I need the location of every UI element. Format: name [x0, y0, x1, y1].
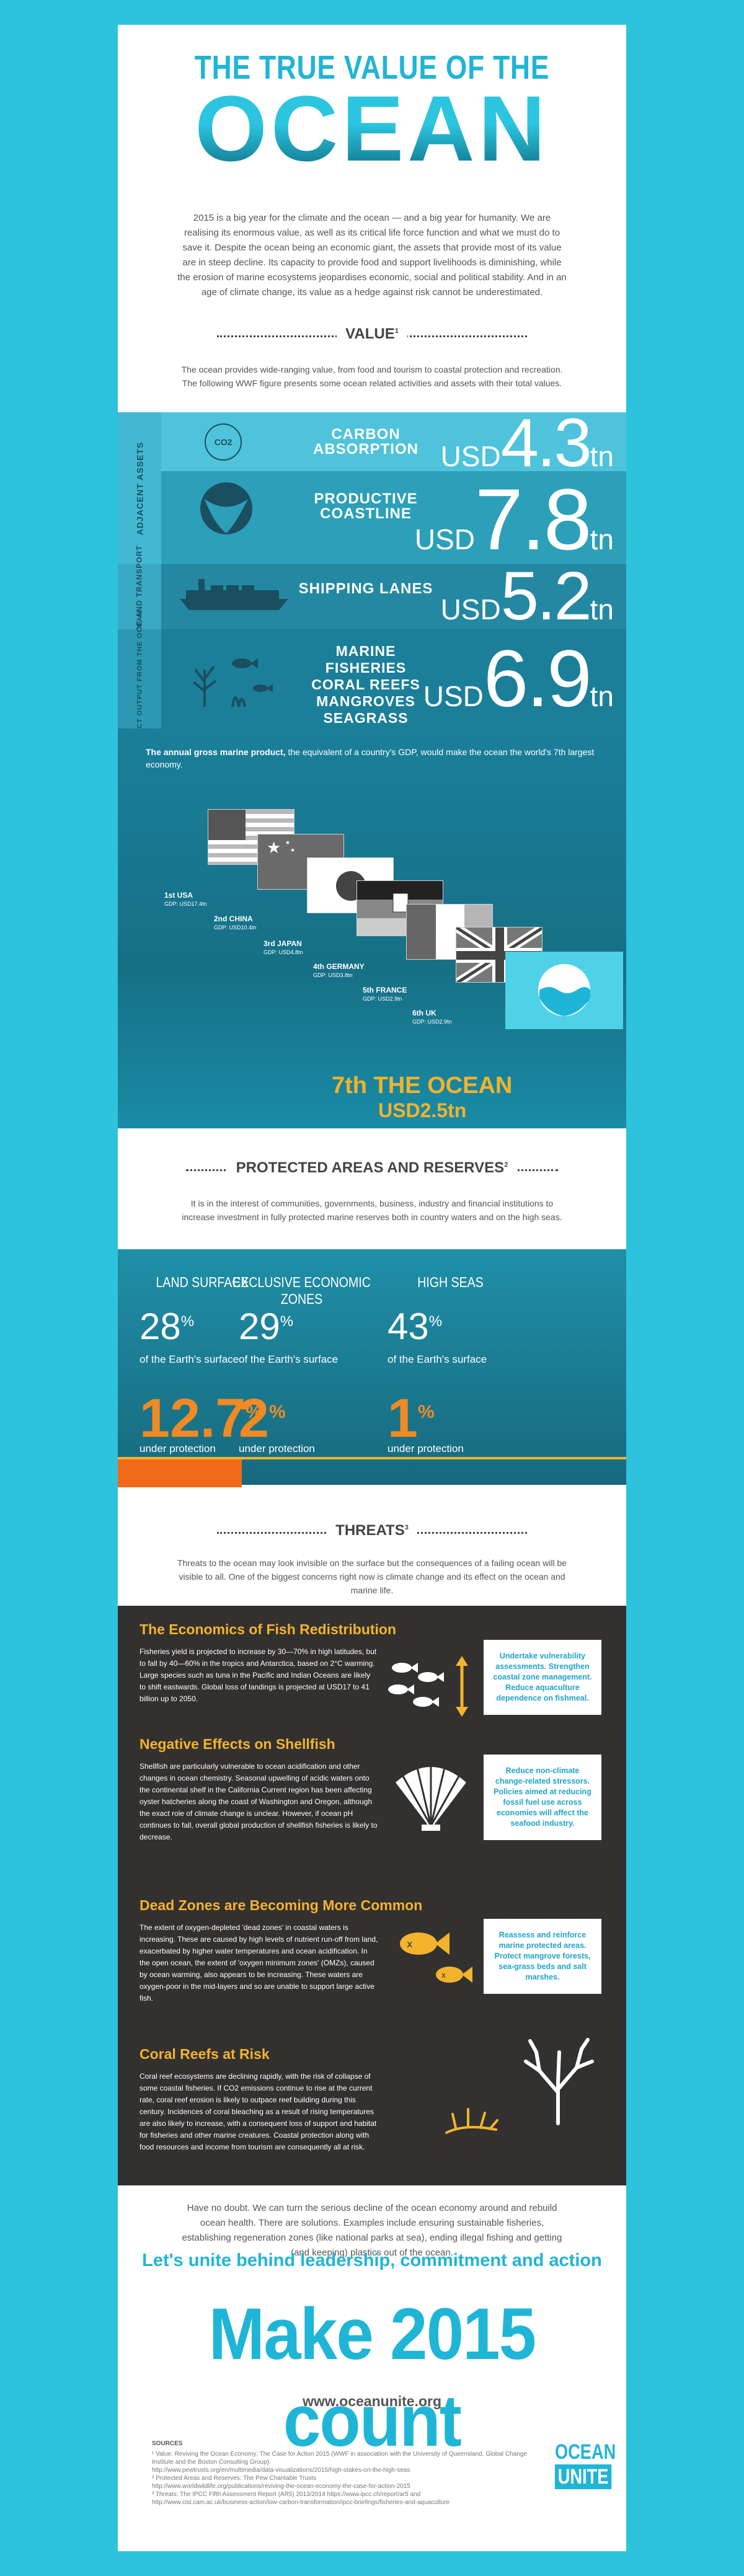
- threats-panel: The Economics of Fish Redistribution Fis…: [118, 1606, 626, 2185]
- gmp-section: The annual gross marine product, the equ…: [118, 728, 626, 1128]
- infographic-card: THE TRUE VALUE OF THE OCEAN 2015 is a bi…: [118, 25, 626, 2551]
- call-to-action: Let's unite behind leadership, commitmen…: [142, 2251, 602, 2270]
- website-link[interactable]: www.oceanunite.org: [302, 2393, 442, 2409]
- caption-japan: 3rd JAPAN GDP: USD4.8tn: [264, 939, 303, 955]
- svg-text:★: ★: [285, 840, 290, 846]
- side-label-adjacent: ADJACENT ASSETS: [118, 412, 161, 564]
- svg-text:x: x: [407, 1938, 412, 1950]
- protected-col-highseas: HIGH SEAS 43% of the Earth's surface 1% …: [388, 1274, 487, 1454]
- threat-heading-shellfish: Negative Effects on Shellfish: [140, 1736, 335, 1752]
- source-link[interactable]: http://www.pewtrusts.org/en/multimedia/d…: [152, 2467, 410, 2474]
- fish-school-icon: [388, 1656, 468, 1717]
- shipping-value: USD5.2tn: [440, 558, 614, 634]
- svg-text:★: ★: [267, 839, 281, 857]
- threat-heading-coral: Coral Reefs at Risk: [140, 2046, 270, 2062]
- flag-ocean: [505, 952, 623, 1029]
- ocean-gdp: USD2.5tn: [378, 1099, 467, 1122]
- threats-footnote: 3: [404, 1524, 409, 1531]
- threat-body-deadzones: The extent of oxygen-depleted 'dead zone…: [140, 1923, 378, 2003]
- closing-text: Have no doubt. We can turn the serious d…: [182, 2203, 562, 2258]
- threat-body-coral: Coral reef ecosystems are declining rapi…: [140, 2072, 377, 2151]
- source-line: ¹ Value: Reviving the Ocean Economy: The…: [152, 2451, 527, 2466]
- shell-icon: [396, 1763, 466, 1831]
- caption-france: 5th FRANCE GDP: USD2.9tn: [363, 986, 407, 1002]
- band-adjacent-assets: ADJACENT ASSETS CO2 CARBON ABSORPTION US…: [118, 405, 626, 568]
- intro-text: 2015 is a big year for the climate and t…: [177, 213, 567, 298]
- sources: SOURCES ¹ Value: Reviving the Ocean Econ…: [152, 2440, 542, 2507]
- threat-body-shellfish: Shellfish are particularly vulnerable to…: [140, 1762, 378, 1841]
- fisheries-value: USD6.9tn: [423, 633, 614, 724]
- caption-uk: 6th UK GDP: USD2.9tn: [412, 1009, 452, 1025]
- ship-icon: [180, 579, 288, 610]
- protected-title: PROTECTED AREAS AND RESERVES: [236, 1159, 505, 1176]
- carbon-value: USD4.3tn: [440, 405, 614, 481]
- source-line: ² Protected Areas and Reserves: The Pew …: [152, 2475, 316, 2482]
- make-2015-count: Make 2015 count: [208, 2293, 537, 2462]
- svg-text:★: ★: [290, 848, 295, 854]
- fisheries-label: MARINE FISHERIES CORAL REEFS MANGROVES S…: [311, 643, 420, 726]
- value-footnote: 1: [394, 327, 399, 335]
- threats-title: THREATS: [335, 1522, 405, 1539]
- value-section-title: VALUE1: [118, 325, 626, 343]
- protected-panel: LAND SURFACE 28% of the Earth's surface …: [118, 1249, 626, 1487]
- svg-text:x: x: [441, 1971, 446, 1980]
- caption-china: 2nd CHINA GDP: USD10.4tn: [214, 914, 257, 931]
- co2-icon: CO2: [205, 423, 242, 461]
- side-label-direct: DIRECT OUTPUT FROM THE OCEAN: [118, 611, 161, 747]
- title-top: THE TRUE VALUE OF THE: [194, 49, 550, 86]
- sources-title: SOURCES: [152, 2440, 183, 2447]
- source-link[interactable]: http://www.cisl.cam.ac.uk/business-actio…: [152, 2499, 450, 2506]
- protected-text: It is in the interest of communities, go…: [182, 1198, 562, 1222]
- title-main: OCEAN: [118, 82, 626, 175]
- protected-footnote: 2: [504, 1161, 508, 1169]
- solution-box-shellfish: Reduce non-climate change-related stress…: [484, 1755, 601, 1840]
- value-title: VALUE: [345, 325, 395, 342]
- source-link[interactable]: http://www.worldwildlife.org/publication…: [152, 2483, 410, 2490]
- coral-icon: [445, 2108, 498, 2134]
- solution-box-fish: Undertake vulnerability assessments. Str…: [484, 1640, 601, 1715]
- marine-life-icon: [192, 658, 273, 707]
- side-label-trade: TRADE AND TRANSPORT: [118, 545, 161, 648]
- protected-section-title: PROTECTED AREAS AND RESERVES2: [118, 1159, 626, 1177]
- threat-heading-fish: The Economics of Fish Redistribution: [140, 1621, 397, 1637]
- caption-germany: 4th GERMANY GDP: USD3.8tn: [313, 962, 365, 978]
- ocean-rank: 7th THE OCEAN: [332, 1073, 513, 1099]
- dead-fish-icon: x x: [400, 1932, 472, 1983]
- threats-text: Threats to the ocean may look invisible …: [177, 1558, 567, 1595]
- ocean-unite-logo: OCEAN UNITE: [555, 2440, 616, 2489]
- coastline-value: USD7.8tn: [414, 471, 614, 568]
- carbon-label: CARBON ABSORPTION: [312, 426, 418, 458]
- threat-body-fish: Fisheries yield is projected to increase…: [140, 1647, 377, 1703]
- coastline-label: PRODUCTIVE COASTLINE: [314, 490, 418, 522]
- solution-box-deadzones: Reassess and reinforce marine protected …: [484, 1919, 601, 1994]
- land-protection-bar: [118, 1459, 242, 1487]
- bleached-coral-icon: [524, 2038, 594, 2125]
- value-text: The ocean provides wide-ranging value, f…: [181, 365, 563, 388]
- band-direct-output: DIRECT OUTPUT FROM THE OCEAN MARINE FISH…: [118, 611, 626, 747]
- source-line: ³ Threats: The IPCC Fifth Assessment Rep…: [152, 2491, 421, 2498]
- caption-usa: 1st USA GDP: USD17.4tn: [164, 891, 207, 907]
- shipping-label: SHIPPING LANES: [298, 580, 433, 597]
- coastline-icon: [200, 482, 252, 534]
- protected-col-land: LAND SURFACE 28% of the Earth's surface …: [140, 1274, 262, 1454]
- band-trade: TRADE AND TRANSPORT SHIPPING LANES USD5.…: [118, 545, 626, 648]
- threat-heading-deadzones: Dead Zones are Becoming More Common: [140, 1897, 423, 1913]
- gmp-text: The annual gross marine product, the equ…: [146, 747, 595, 769]
- flag-germany: [356, 880, 443, 936]
- threats-section-title: THREATS3: [118, 1522, 626, 1539]
- protected-col-eez: EXCLUSIVE ECONOMIC ZONES 29% of the Eart…: [232, 1274, 371, 1454]
- protection-baseline: [118, 1457, 626, 1459]
